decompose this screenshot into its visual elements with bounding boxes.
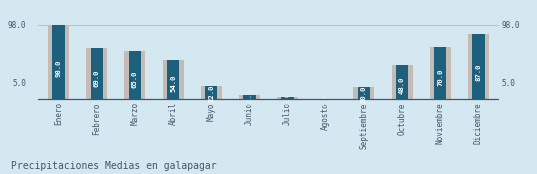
Bar: [125, 51, 146, 99]
Bar: [473, 34, 484, 99]
Text: 98.0: 98.0: [502, 21, 520, 30]
Text: 20.0: 20.0: [361, 86, 367, 103]
Bar: [430, 47, 451, 99]
Bar: [353, 87, 374, 99]
Text: 87.0: 87.0: [475, 63, 481, 81]
Bar: [163, 60, 184, 99]
Text: 5.0: 5.0: [323, 93, 329, 106]
Text: 5.0: 5.0: [12, 79, 26, 88]
Text: Precipitaciones Medias en galapagar: Precipitaciones Medias en galapagar: [11, 161, 216, 171]
Bar: [91, 48, 103, 99]
Bar: [396, 65, 408, 99]
Text: 98.0: 98.0: [56, 59, 62, 77]
Bar: [53, 25, 64, 99]
Bar: [48, 25, 69, 99]
Text: 98.0: 98.0: [8, 21, 26, 30]
Bar: [239, 94, 260, 99]
Text: 8.0: 8.0: [285, 92, 291, 105]
Text: 65.0: 65.0: [132, 70, 138, 88]
Bar: [201, 86, 222, 99]
Text: 11.0: 11.0: [246, 89, 252, 106]
Bar: [281, 97, 294, 99]
Bar: [129, 51, 141, 99]
Bar: [434, 47, 446, 99]
Bar: [243, 94, 256, 99]
Bar: [205, 86, 217, 99]
Text: 70.0: 70.0: [437, 69, 443, 86]
Text: 5.0: 5.0: [502, 79, 516, 88]
Bar: [277, 97, 298, 99]
Bar: [86, 48, 107, 99]
Bar: [391, 65, 412, 99]
Bar: [167, 60, 179, 99]
Text: 22.0: 22.0: [208, 85, 214, 102]
Text: 48.0: 48.0: [399, 76, 405, 94]
Bar: [358, 87, 370, 99]
Text: 54.0: 54.0: [170, 74, 176, 92]
Text: 69.0: 69.0: [94, 69, 100, 86]
Bar: [468, 34, 489, 99]
